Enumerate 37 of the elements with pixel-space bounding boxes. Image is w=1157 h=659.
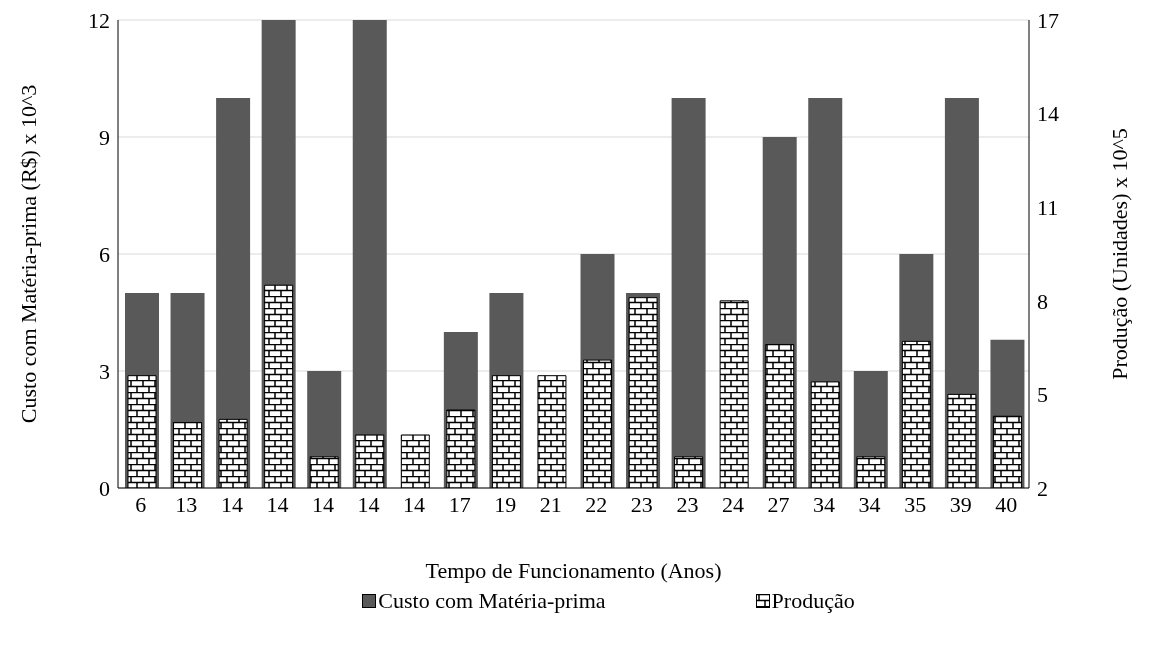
x-tick-label: 39 <box>949 491 972 517</box>
legend-label: Produção <box>771 588 855 614</box>
y-tick-label: 12 <box>88 7 110 33</box>
x-tick-label: 21 <box>539 491 562 517</box>
x-axis-title: Tempo de Funcionamento (Anos) <box>425 558 722 583</box>
y-tick-label: 6 <box>99 241 110 267</box>
y2-tick-label: 17 <box>1037 7 1059 33</box>
bar <box>671 98 706 488</box>
y-axis-title: Custo com Matéria-prima (R$) x 10^3 <box>15 84 41 424</box>
x-tick-label: 14 <box>266 491 289 517</box>
y2-tick-label: 8 <box>1037 288 1048 314</box>
x-tick-label: 23 <box>630 491 653 517</box>
x-tick-label: 22 <box>585 491 608 517</box>
y2-tick-label: 2 <box>1037 475 1048 501</box>
legend-label: Custo com Matéria-prima <box>378 588 606 614</box>
x-tick-label: 34 <box>813 491 836 517</box>
x-tick-label: 13 <box>175 491 198 517</box>
x-tick-label: 14 <box>311 491 334 517</box>
x-tick-label: 34 <box>858 491 881 517</box>
x-tick-label: 35 <box>904 491 927 517</box>
x-tick-label: 40 <box>995 491 1018 517</box>
y2-tick-label: 14 <box>1037 101 1059 127</box>
x-tick-label: 24 <box>721 491 744 517</box>
x-tick-label: 14 <box>357 491 380 517</box>
y-tick-label: 3 <box>99 358 110 384</box>
x-tick-label: 6 <box>135 491 147 517</box>
x-tick-label: 27 <box>767 491 790 517</box>
y2-tick-label: 11 <box>1037 195 1059 221</box>
y2-tick-label: 5 <box>1037 382 1048 408</box>
y2-axis-title: Produção (Unidades) x 10^5 <box>1106 128 1132 380</box>
x-tick-label: 23 <box>676 491 699 517</box>
y-tick-label: 0 <box>99 475 110 501</box>
x-tick-label: 14 <box>220 491 243 517</box>
x-tick-label: 14 <box>403 491 426 517</box>
y-tick-label: 9 <box>99 124 110 150</box>
x-tick-label: 19 <box>494 491 517 517</box>
x-tick-label: 17 <box>448 491 471 517</box>
